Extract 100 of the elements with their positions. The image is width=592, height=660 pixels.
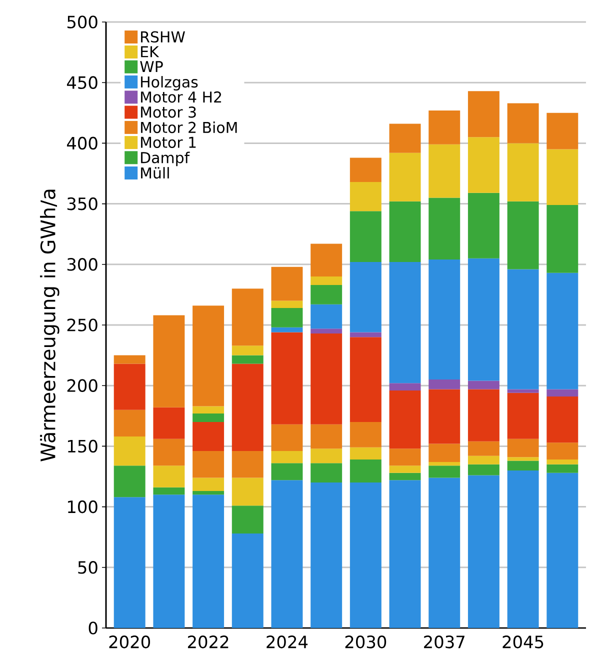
legend-label: Motor 4 H2: [141, 91, 222, 103]
bar: [232, 288, 264, 346]
y-axis-title: Wärmeerzeugung in GWh/a: [40, 190, 60, 462]
y-tick-label: 100: [68, 500, 98, 514]
bar: [546, 442, 578, 460]
bar: [271, 332, 303, 424]
legend-label: Dampf: [141, 152, 190, 166]
bar: [389, 480, 421, 628]
bar: [428, 444, 460, 462]
legend-label: Müll: [141, 167, 169, 179]
bar: [232, 506, 264, 534]
bar: [546, 205, 578, 273]
bar: [271, 327, 303, 332]
bar: [507, 470, 539, 628]
bar: [271, 451, 303, 464]
bar: [232, 355, 264, 364]
bar: [428, 389, 460, 444]
y-tick-label: 300: [67, 258, 98, 271]
y-tick-label: 150: [68, 440, 98, 453]
bar: [271, 424, 303, 452]
bar: [546, 464, 578, 473]
legend-label: Motor 1: [141, 136, 196, 148]
bar: [507, 392, 539, 439]
bar: [546, 389, 578, 397]
bar: [232, 364, 264, 452]
y-tick-label: 450: [66, 76, 98, 89]
bar: [546, 460, 578, 464]
bar: [310, 482, 342, 628]
bar: [468, 389, 500, 442]
bar: [271, 480, 303, 628]
bar: [310, 333, 342, 424]
bar: [468, 258, 500, 381]
y-tick-label: 0: [88, 622, 98, 634]
bar: [546, 472, 578, 628]
bar: [389, 448, 421, 466]
bar: [192, 413, 224, 422]
x-tick-label: 2045: [502, 636, 544, 648]
bar: [153, 494, 185, 628]
legend-label: Motor 3: [141, 106, 196, 118]
bar: [428, 260, 460, 380]
x-tick-label: 2020: [109, 636, 150, 648]
bar: [114, 364, 146, 410]
bar: [389, 152, 421, 202]
bar: [192, 478, 224, 492]
bar: [232, 451, 264, 478]
bar: [468, 380, 500, 390]
x-tick-label: 2024: [266, 636, 308, 648]
bar: [232, 533, 264, 628]
bar: [350, 460, 382, 483]
bar: [153, 407, 185, 439]
bar: [507, 460, 539, 470]
bar: [153, 466, 185, 488]
bar: [428, 466, 460, 478]
bar: [507, 457, 539, 461]
bar: [310, 285, 342, 304]
bar: [546, 149, 578, 206]
bar: [310, 276, 342, 285]
bar: [114, 410, 146, 437]
bar: [114, 466, 146, 498]
bar: [546, 112, 578, 150]
bar: [114, 355, 146, 364]
bar: [153, 487, 185, 495]
bar: [350, 158, 382, 182]
bar: [428, 462, 460, 466]
bar: [389, 124, 421, 153]
bar: [389, 383, 421, 390]
bar: [350, 337, 382, 422]
bar: [271, 300, 303, 308]
bar: [271, 266, 303, 301]
legend-label: RSHW: [141, 31, 185, 43]
bar: [192, 491, 224, 495]
bar: [192, 406, 224, 414]
bar: [271, 308, 303, 328]
bar: [428, 198, 460, 260]
bar: [310, 328, 342, 334]
bar: [389, 201, 421, 262]
bar: [350, 482, 382, 628]
bar: [428, 380, 460, 390]
bar: [389, 262, 421, 384]
y-tick-label: 50: [78, 560, 98, 574]
bar: [192, 451, 224, 478]
bar: [507, 389, 539, 393]
bar: [507, 143, 539, 202]
bar: [114, 436, 146, 466]
bar: [310, 244, 342, 277]
bar: [310, 448, 342, 464]
bar: [232, 346, 264, 356]
bar: [192, 422, 224, 452]
bar: [350, 211, 382, 262]
bar: [192, 306, 224, 406]
bar: [468, 475, 500, 628]
bar: [192, 494, 224, 628]
bar: [546, 396, 578, 443]
bar: [507, 269, 539, 390]
bar: [310, 424, 342, 449]
bar: [153, 438, 185, 466]
bar: [350, 332, 382, 338]
bar: [546, 272, 578, 390]
bar: [468, 456, 500, 464]
bar: [114, 497, 146, 628]
